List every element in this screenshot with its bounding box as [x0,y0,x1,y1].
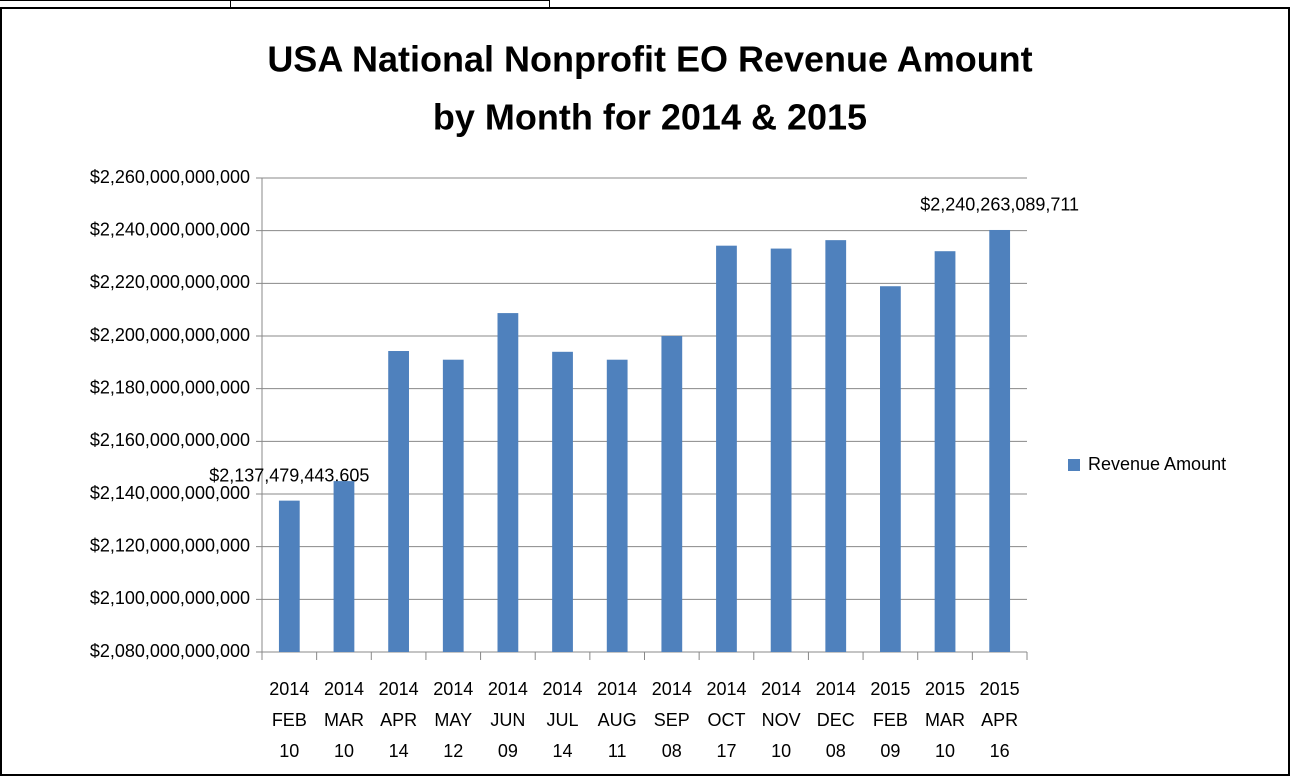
x-tick-label-line: 09 [880,741,900,761]
x-tick-label-line: FEB [873,710,908,730]
x-tick-label: 2014 JUL 14 [543,679,583,761]
legend-swatch [1068,459,1080,471]
x-tick-label-line: 14 [389,741,409,761]
x-tick-label-line: 2014 [652,679,692,699]
x-tick-label-line: 2014 [597,679,637,699]
x-tick-label-line: 2014 [761,679,801,699]
x-tick-label-line: JUN [490,710,525,730]
y-tick-label: $2,160,000,000,000 [90,430,250,450]
x-tick-label-line: 2014 [433,679,473,699]
x-tick-label: 2015 FEB 09 [870,679,910,761]
bar [497,313,519,652]
y-tick-label: $2,120,000,000,000 [90,535,250,555]
x-tick-label: 2015 APR 16 [980,679,1020,761]
bar [606,359,628,652]
x-tick-label-line: 16 [990,741,1010,761]
x-tick-label-line: 11 [608,741,627,761]
legend-label: Revenue Amount [1088,454,1226,474]
x-tick-label: 2014 JUN 09 [488,679,528,761]
x-tick-label-line: 10 [334,741,354,761]
y-tick-label: $2,100,000,000,000 [90,588,250,608]
x-tick-label-line: DEC [817,710,855,730]
x-tick-label-line: MAY [434,710,472,730]
x-tick-label: 2014 MAR 10 [324,679,364,761]
bar [278,500,300,652]
x-tick-label-line: APR [380,710,417,730]
bar [770,248,792,652]
x-tick-label: 2014 APR 14 [379,679,419,761]
x-tick-label: 2014 DEC 08 [816,679,856,761]
x-tick-label-line: 12 [443,741,463,761]
y-tick-label: $2,180,000,000,000 [90,377,250,397]
data-label: $2,240,263,089,711 [920,195,1079,215]
x-tick-label: 2014 NOV 10 [761,679,801,761]
x-tick-label-line: 2014 [706,679,746,699]
x-tick-label-line: 2014 [488,679,528,699]
y-tick-label: $2,260,000,000,000 [90,167,250,187]
bar [880,286,901,652]
chart-title: by Month for 2014 & 2015 [433,97,867,138]
y-tick-label: $2,220,000,000,000 [90,272,250,292]
x-tick-label: 2014 SEP 08 [652,679,692,761]
x-tick-label-line: OCT [707,710,745,730]
bar [388,351,409,652]
x-tick-label-line: 09 [498,741,518,761]
bar [552,351,573,652]
x-tick-label-line: JUL [547,710,579,730]
x-tick-label-line: NOV [762,710,801,730]
y-tick-label: $2,240,000,000,000 [90,219,250,239]
x-tick-label-line: APR [981,710,1018,730]
x-tick-label-line: 2014 [816,679,856,699]
x-tick-label-line: 08 [662,741,682,761]
bar [825,240,847,652]
x-tick-label-line: 17 [716,741,736,761]
bar [716,245,737,652]
x-tick-label-line: 10 [935,741,955,761]
x-tick-label: 2014 FEB 10 [269,679,309,761]
x-tick-label-line: 2015 [925,679,965,699]
x-tick-label-line: MAR [925,710,965,730]
x-tick-label-line: FEB [272,710,307,730]
y-tick-label: $2,080,000,000,000 [90,641,250,661]
bar [442,359,464,652]
y-tick-label: $2,140,000,000,000 [90,483,250,503]
x-tick-label-line: 2015 [870,679,910,699]
x-tick-label: 2014 OCT 17 [706,679,746,761]
x-tick-label-line: 2015 [980,679,1020,699]
x-tick-label: 2015 MAR 10 [925,679,965,761]
x-tick-label: 2014 AUG 11 [597,679,637,761]
x-tick-label-line: 14 [553,741,573,761]
x-tick-label-line: 2014 [324,679,364,699]
data-label: $2,137,479,443,605 [209,465,369,485]
x-tick-label-line: 08 [826,741,846,761]
bar [934,251,956,652]
y-tick-label: $2,200,000,000,000 [90,325,250,345]
x-tick-label-line: SEP [654,710,690,730]
x-tick-label-line: 10 [771,741,791,761]
bar [989,229,1011,652]
x-tick-label-line: 2014 [379,679,419,699]
x-tick-label-line: 2014 [543,679,583,699]
chart-title: USA National Nonprofit EO Revenue Amount [267,39,1032,80]
x-tick-label-line: MAR [324,710,364,730]
x-tick-label-line: 2014 [269,679,309,699]
x-tick-label: 2014 MAY 12 [433,679,473,761]
bar [661,336,683,652]
x-tick-label-line: 10 [279,741,299,761]
bar [333,481,355,652]
x-tick-label-line: AUG [598,710,637,730]
